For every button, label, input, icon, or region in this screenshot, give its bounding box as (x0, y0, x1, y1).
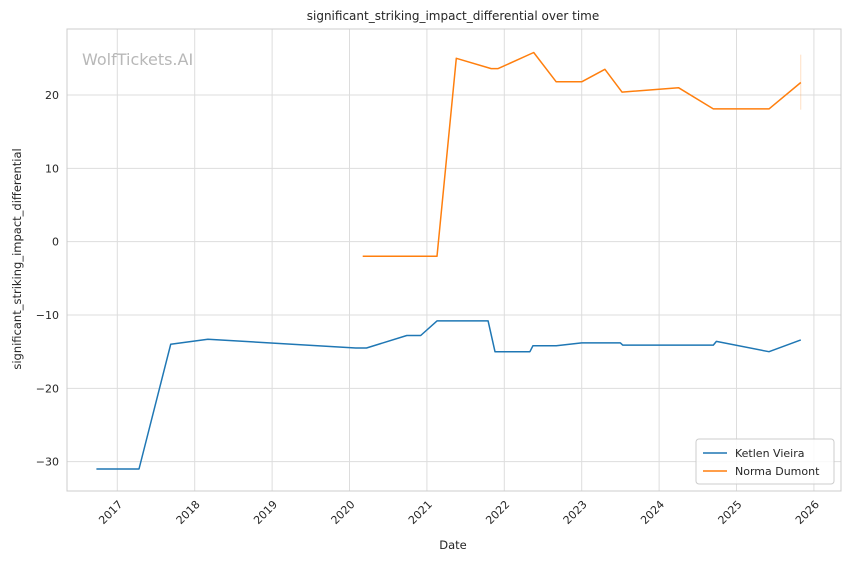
x-tick-label: 2019 (251, 498, 280, 527)
x-axis-label: Date (439, 538, 467, 552)
y-tick-label: −30 (36, 456, 59, 469)
x-tick-label: 2018 (174, 498, 203, 527)
legend-entry-ketlen-vieira: Ketlen Vieira (735, 447, 804, 460)
legend: Ketlen Vieira Norma Dumont (695, 438, 835, 485)
x-tick-label: 2026 (793, 498, 822, 527)
plot-frame (66, 28, 842, 492)
watermark: WolfTickets.AI (82, 50, 193, 69)
x-tick-label: 2024 (638, 498, 667, 527)
legend-box (695, 438, 835, 485)
y-axis-ticks: 20 10 0 −10 −20 −30 (36, 89, 59, 469)
x-tick-label: 2023 (561, 498, 590, 527)
y-tick-label: −20 (36, 382, 59, 395)
x-tick-label: 2021 (406, 498, 435, 527)
series-line-norma-dumont (362, 51, 802, 258)
legend-entry-norma-dumont: Norma Dumont (735, 465, 820, 478)
chart-title: significant_striking_impact_differential… (307, 9, 599, 23)
x-axis-ticks: 2017 2018 2019 2020 2021 2022 2023 2024 2025 2026 (96, 498, 822, 527)
y-axis-label: significant_striking_impact_differential (10, 148, 24, 369)
grid (67, 29, 841, 491)
y-tick-label: 0 (52, 236, 59, 249)
series-line-ketlen-vieira (96, 320, 802, 470)
y-tick-label: 10 (45, 162, 59, 175)
x-tick-label: 2017 (96, 498, 125, 527)
series-layer (96, 51, 802, 470)
x-tick-label: 2022 (483, 498, 512, 527)
x-tick-label: 2020 (329, 498, 358, 527)
y-tick-label: 20 (45, 89, 59, 102)
y-tick-label: −10 (36, 309, 59, 322)
x-tick-label: 2025 (716, 498, 745, 527)
